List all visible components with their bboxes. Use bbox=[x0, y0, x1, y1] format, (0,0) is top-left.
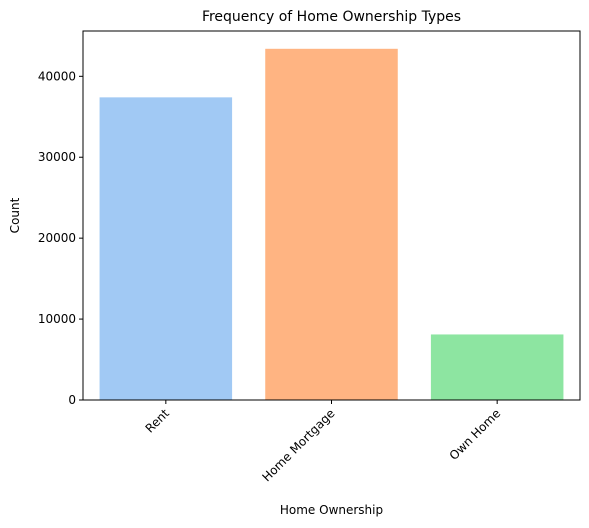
y-axis: 0 10000 20000 30000 40000 bbox=[38, 69, 83, 407]
y-tick-label: 40000 bbox=[38, 69, 76, 83]
bar-home-mortgage bbox=[265, 48, 398, 400]
plot-frame bbox=[82, 30, 581, 401]
y-tick-label: 0 bbox=[68, 393, 76, 407]
x-tick-label: Own Home bbox=[447, 406, 504, 463]
chart-title: Frequency of Home Ownership Types bbox=[202, 9, 461, 25]
x-axis: Rent Home Mortgage Own Home bbox=[143, 400, 504, 484]
bar-group bbox=[99, 48, 564, 401]
y-tick-label: 30000 bbox=[38, 150, 76, 164]
y-axis-label: Count bbox=[8, 197, 22, 233]
x-axis-label: Home Ownership bbox=[280, 503, 383, 517]
y-tick-label: 20000 bbox=[38, 231, 76, 245]
bar-rent bbox=[99, 97, 233, 401]
y-tick-label: 10000 bbox=[38, 312, 76, 326]
x-tick-label: Home Mortgage bbox=[259, 406, 337, 484]
bar-own-home bbox=[430, 334, 564, 400]
x-tick-label: Rent bbox=[143, 406, 173, 436]
